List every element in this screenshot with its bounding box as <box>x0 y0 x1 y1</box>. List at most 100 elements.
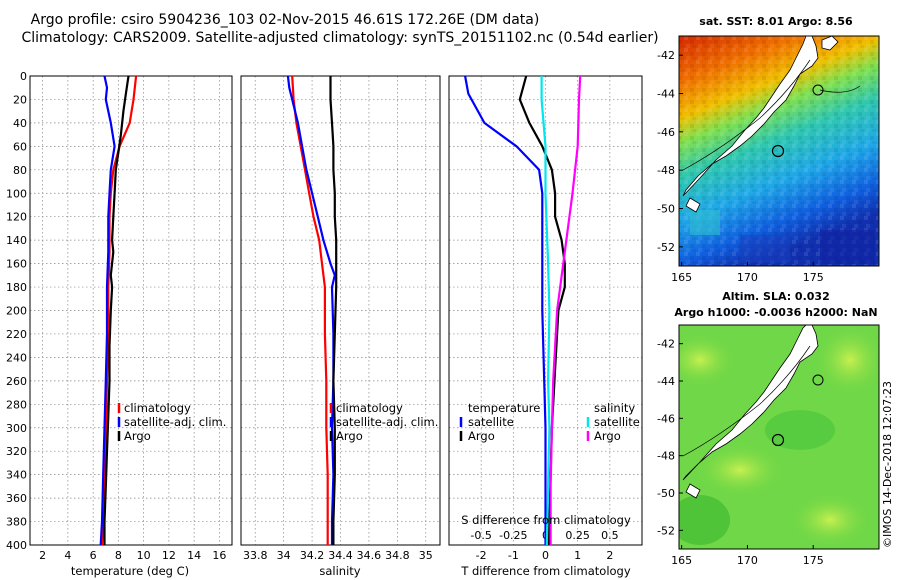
x-tick-label: 2 <box>606 549 613 562</box>
y-tick-label: 400 <box>6 539 27 552</box>
y-tick-label: 200 <box>6 305 27 318</box>
figure-title-line1: Argo profile: csiro 5904236_103 02-Nov-2… <box>31 12 540 28</box>
x-tick-label: 34.2 <box>300 549 325 562</box>
series-line-climatology <box>100 75 138 546</box>
y-tick-label: 40 <box>13 117 27 130</box>
y-tick-label: 280 <box>6 398 27 411</box>
sst-map-frame <box>678 35 880 267</box>
sla-anomaly <box>765 410 835 450</box>
map-lat-label: -42 <box>657 338 675 351</box>
map-lat-label: -48 <box>657 164 675 177</box>
legend-label-climatology: climatology <box>124 401 191 415</box>
temperature-panel: 0 20 40 60 80 100 120 140 160 180 200 220 240 260 280 3… <box>6 70 233 562</box>
new-zealand-landmass <box>682 325 819 481</box>
sla-anomaly <box>679 330 740 390</box>
map-lon-label: 170 <box>737 271 758 284</box>
x-tick-label: 1 <box>574 549 581 562</box>
sla-anomaly <box>785 490 875 549</box>
y-tick-label: 380 <box>6 516 27 529</box>
map-lat-label: -46 <box>657 412 675 425</box>
series-line-satellite <box>99 75 116 546</box>
series-line-s_satellite <box>540 76 551 546</box>
x-tick-label: 34 <box>277 549 291 562</box>
map-lon-label: 175 <box>803 271 824 284</box>
series-line-climatology <box>291 75 329 545</box>
sla-map-ticks: -42 -44 -46 -48 -50 -52 165 170 175 <box>657 338 824 567</box>
sst-patch <box>820 230 875 264</box>
figure-title-line2: Climatology: CARS2009. Satellite-adjuste… <box>21 30 658 46</box>
legend-title-temperature: temperature <box>468 401 540 415</box>
legend-label-t-satellite: satellite <box>468 415 514 429</box>
new-zealand-landmass <box>682 36 819 197</box>
series-line-t_satellite <box>464 75 547 545</box>
sla-map <box>679 325 879 549</box>
legend-label-argo: Argo <box>124 429 151 443</box>
y-tick-label: 0 <box>20 70 27 83</box>
series-line-s_argo <box>549 75 582 545</box>
map-lat-label: -50 <box>657 203 675 216</box>
x-tick-label: 35 <box>419 549 433 562</box>
y-tick-label: 300 <box>6 422 27 435</box>
sla-anomaly <box>679 495 730 545</box>
plot-frame <box>29 75 233 546</box>
salinity-legend: climatology satellite-adj. clim. Argo <box>329 401 438 443</box>
map-lat-label: -44 <box>657 375 675 388</box>
x-tick-label: 0 <box>542 549 549 562</box>
x-tick-label: 12 <box>162 549 176 562</box>
legend-title-salinity: salinity <box>594 401 635 415</box>
bathymetry-contour <box>682 345 811 457</box>
series-line-argo <box>329 76 338 545</box>
x-tick-label: 34.6 <box>357 549 382 562</box>
sla-map-title-line2: Argo h1000: -0.0036 h2000: NaN <box>674 306 877 319</box>
map-lat-label: -52 <box>657 241 675 254</box>
contour-ring <box>812 374 824 386</box>
difference-x2label: S difference from climatology <box>461 513 631 527</box>
bathymetry-contour <box>682 59 861 171</box>
sst-map-title: sat. SST: 8.01 Argo: 8.56 <box>699 15 853 28</box>
stewart-island <box>685 197 701 213</box>
legend-label-s-satellite: satellite <box>594 415 640 429</box>
map-lon-label: 165 <box>671 271 692 284</box>
argo-position-marker <box>771 144 785 158</box>
y-tick-label: 360 <box>6 492 27 505</box>
y-tick-label: 340 <box>6 469 27 482</box>
sst-map <box>679 36 879 266</box>
y-tick-label: 60 <box>13 140 27 153</box>
x-tick-label: 16 <box>212 549 226 562</box>
x2-tick-label: -0.25 <box>499 529 527 542</box>
contour-ring <box>812 84 824 96</box>
map-lat-label: -44 <box>657 88 675 101</box>
x-tick-label: 6 <box>90 549 97 562</box>
map-lat-label: -50 <box>657 487 675 500</box>
sst-patch <box>740 235 790 263</box>
y-tick-label: 180 <box>6 281 27 294</box>
y-tick-label: 220 <box>6 328 27 341</box>
series-line-argo <box>103 75 130 545</box>
difference-legend: temperature satellite Argo salinity sate… <box>459 401 640 443</box>
y-tick-label: 320 <box>6 445 27 458</box>
x-tick-label: 34.8 <box>385 549 410 562</box>
map-lat-label: -48 <box>657 450 675 463</box>
x-tick-label: 34.4 <box>328 549 353 562</box>
x2-tick-label: -0.5 <box>470 529 491 542</box>
difference-panel: -2 -1 0 1 2-0.5 -0.25 0 0.25 0.5 <box>448 75 643 562</box>
y-tick-label: 100 <box>6 187 27 200</box>
legend-label-t-argo: Argo <box>468 429 495 443</box>
landmass-north <box>821 36 839 51</box>
map-lon-label: 170 <box>737 554 758 567</box>
map-lat-label: -42 <box>657 49 675 62</box>
y-tick-label: 80 <box>13 164 27 177</box>
difference-xlabel: T difference from climatology <box>460 564 631 578</box>
y-tick-label: 20 <box>13 93 27 106</box>
stewart-island <box>685 483 701 499</box>
x-tick-label: 10 <box>137 549 151 562</box>
temperature-legend: climatology satellite-adj. clim. Argo <box>117 401 226 443</box>
sla-anomaly <box>690 440 790 500</box>
y-tick-label: 240 <box>6 351 27 364</box>
series-line-t_argo <box>518 75 566 546</box>
x-tick-label: -2 <box>476 549 487 562</box>
x-tick-label: 2 <box>39 549 46 562</box>
map-lat-label: -46 <box>657 126 675 139</box>
salinity-panel: 33.8 34 34.2 34.4 34.6 34.8 35 <box>240 75 441 562</box>
